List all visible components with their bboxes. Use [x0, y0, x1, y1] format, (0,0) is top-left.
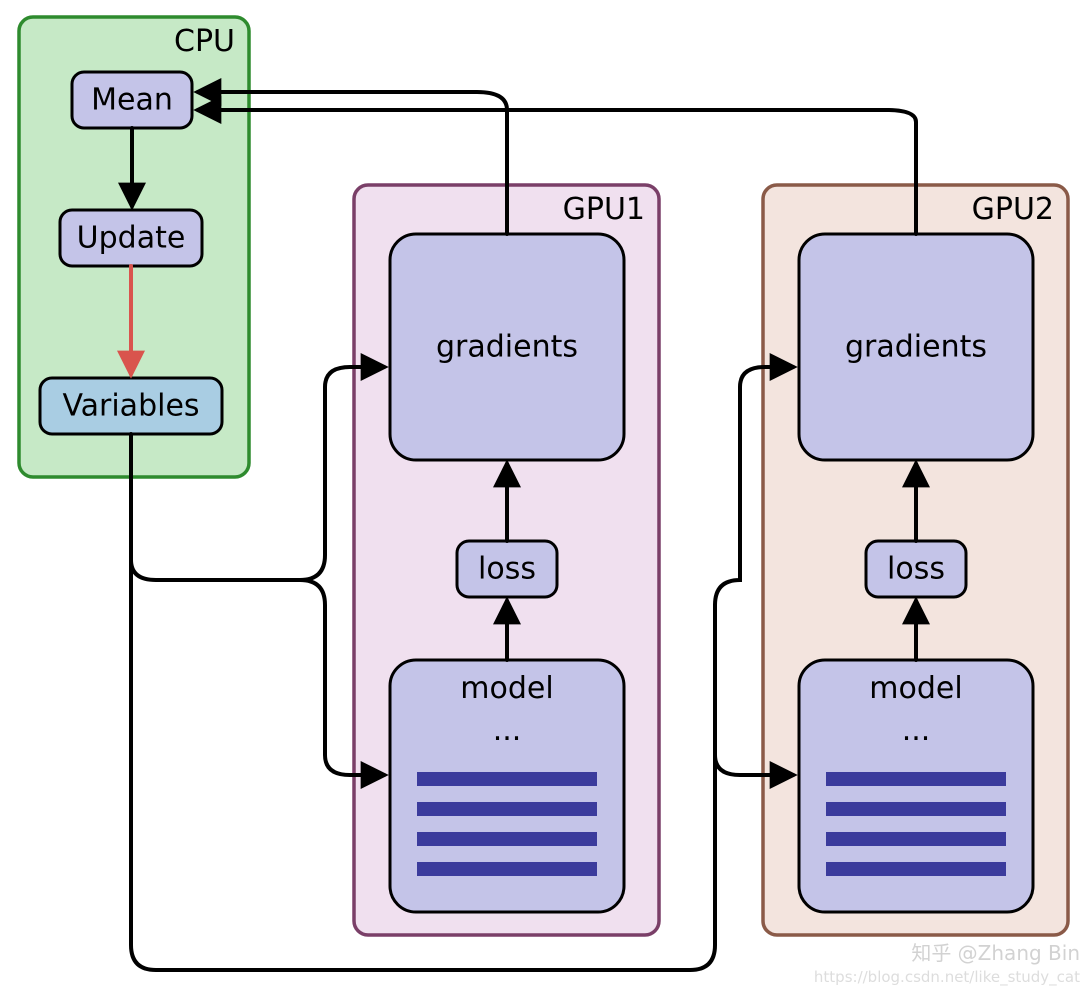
model-bar: [417, 802, 597, 816]
variables-label: Variables: [62, 389, 199, 424]
gpu2-label: GPU2: [972, 192, 1054, 227]
gpu1-gradients-node: gradients: [390, 234, 624, 460]
gpu2-gradients-label: gradients: [845, 330, 987, 365]
gpu2-model-node: model ...: [799, 660, 1033, 912]
cpu-label: CPU: [174, 24, 235, 59]
mean-node: Mean: [72, 72, 192, 128]
gpu2-model-label: model: [869, 671, 962, 706]
watermark-line2: https://blog.csdn.net/like_study_cat: [814, 968, 1080, 987]
model-bar: [417, 862, 597, 876]
gpu2-loss-node: loss: [866, 541, 966, 597]
model-bar: [826, 802, 1006, 816]
gpu1-model-node: model ...: [390, 660, 624, 912]
model-bar: [826, 832, 1006, 846]
model-bar: [826, 862, 1006, 876]
gpu2-model-ellipsis: ...: [902, 713, 931, 748]
mean-label: Mean: [91, 83, 173, 118]
update-label: Update: [77, 221, 186, 256]
update-node: Update: [60, 210, 202, 266]
diagram-canvas: CPU GPU1 GPU2 Mean Update Variables grad…: [0, 0, 1088, 994]
gpu1-label: GPU1: [563, 192, 645, 227]
gpu2-loss-label: loss: [887, 552, 945, 587]
model-bar: [417, 772, 597, 786]
gpu1-loss-node: loss: [457, 541, 557, 597]
model-bar: [417, 832, 597, 846]
gpu1-loss-label: loss: [478, 552, 536, 587]
model-bar: [826, 772, 1006, 786]
watermark-line1: 知乎 @Zhang Bin: [911, 941, 1080, 965]
gpu1-model-label: model: [460, 671, 553, 706]
variables-node: Variables: [40, 378, 222, 434]
gpu1-model-ellipsis: ...: [493, 713, 522, 748]
gpu2-gradients-node: gradients: [799, 234, 1033, 460]
gpu1-gradients-label: gradients: [436, 330, 578, 365]
